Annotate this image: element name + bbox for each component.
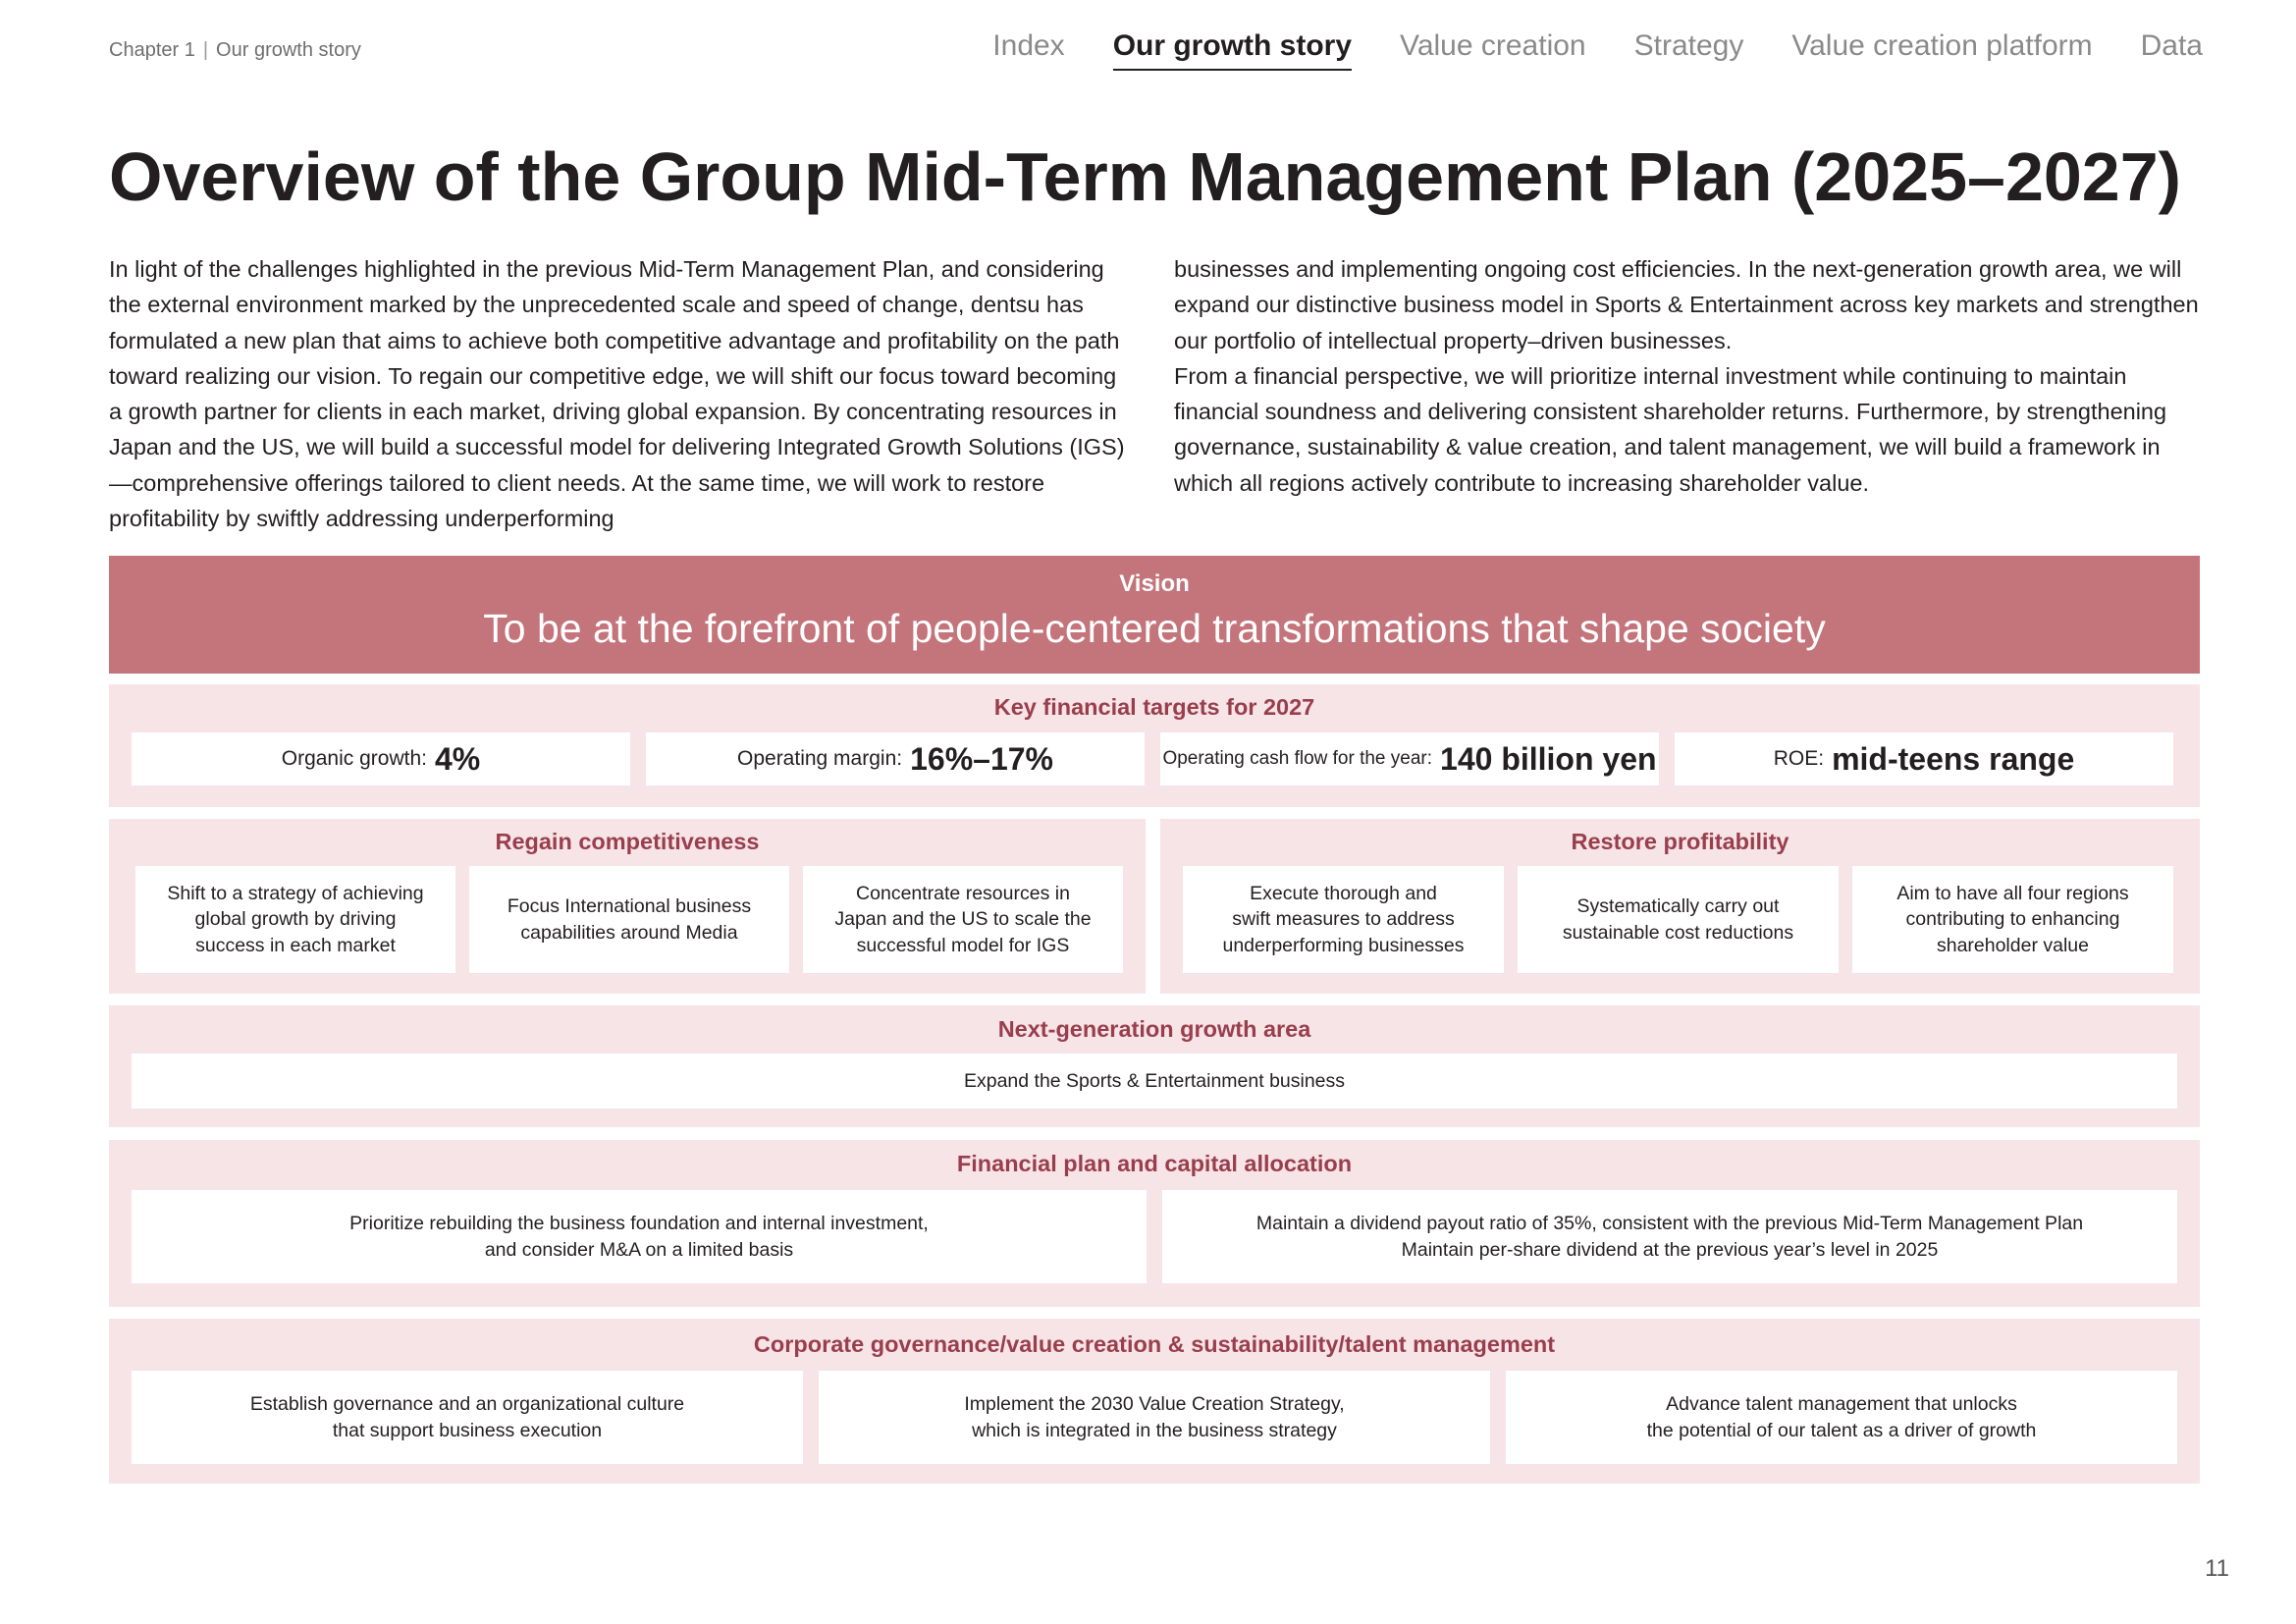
cell-line: that support business execution [332,1419,603,1441]
nav-strategy[interactable]: Strategy [1633,29,1744,62]
governance-item-2: Implement the 2030 Value Creation Strate… [819,1371,1490,1464]
chapter-label: Chapter 1 [109,39,195,61]
intro-paragraph-left: In light of the challenges highlighted i… [109,256,1125,532]
nav-our-growth-story[interactable]: Our growth story [1112,29,1353,71]
regain-competitiveness-panel: Regain competitiveness Shift to a strate… [109,819,1146,994]
target-label: Organic growth: [281,746,427,770]
financial-targets-title: Key financial targets for 2027 [993,694,1315,720]
cell-line: Focus International business [507,895,752,917]
vision-label: Vision [1119,570,1190,597]
restore-item-3: Aim to have all four regions contributing… [1852,866,2173,973]
next-generation-growth-panel: Next-generation growth area Expand the S… [109,1005,2200,1127]
cell-line: sustainable cost reductions [1562,921,1794,944]
restore-item-1: Execute thorough and swift measures to ad… [1183,866,1504,973]
financial-plan-title: Financial plan and capital allocation [956,1151,1353,1176]
target-operating-margin: Operating margin: 16%–17% [646,732,1145,785]
cell-line: swift measures to address [1232,908,1455,931]
page-title: Overview of the Group Mid-Term Managemen… [109,138,2181,215]
nav-value-creation-platform[interactable]: Value creation platform [1791,29,2093,62]
cell-line: Maintain per-share dividend at the previ… [1401,1238,1939,1261]
target-roe: ROE: mid-teens range [1675,732,2173,785]
intro-text: In light of the challenges highlighted i… [109,251,2200,536]
cell-line: Implement the 2030 Value Creation Strate… [964,1393,1345,1415]
governance-panel: Corporate governance/value creation & su… [109,1319,2200,1484]
cell-line: success in each market [195,934,396,956]
next-generation-growth-item: Expand the Sports & Entertainment busine… [132,1054,2177,1109]
vision-statement: To be at the forefront of people-centere… [483,606,1826,651]
target-value: 16%–17% [910,740,1053,777]
section-label: Our growth story [216,39,361,61]
regain-item-2: Focus International business capabilities… [469,866,789,973]
restore-profitability-title: Restore profitability [1571,829,1789,854]
target-label: ROE: [1773,746,1825,770]
target-label: Operating margin: [737,746,903,770]
cell-line: Maintain a dividend payout ratio of 35%,… [1255,1213,2084,1234]
intro-column-right: businesses and implementing ongoing cost… [1174,251,2200,536]
breadcrumb-separator: | [202,39,209,61]
cell-line: and consider M&A on a limited basis [484,1238,794,1261]
cell-line: successful model for IGS [856,934,1070,956]
cell-line: Advance talent management that unlocks [1666,1393,2017,1415]
cell-line: global growth by driving [194,908,397,931]
top-navigation: Index Our growth story Value creation St… [992,29,2203,71]
cell-line: which is integrated in the business stra… [972,1419,1337,1441]
cell-line: underperforming businesses [1222,934,1465,956]
chapter-breadcrumb: Chapter 1 | Our growth story [109,39,361,62]
cell-line: Systematically carry out [1576,895,1780,917]
financial-targets-panel: Key financial targets for 2027 Organic g… [109,684,2200,807]
nav-index[interactable]: Index [992,29,1065,62]
target-label: Operating cash flow for the year: [1162,747,1433,769]
regain-item-1: Shift to a strategy of achieving global g… [135,866,455,973]
regain-item-3: Concentrate resources in Japan and the US… [803,866,1123,973]
vision-banner: Vision To be at the forefront of people-… [109,556,2200,674]
target-operating-cash-flow: Operating cash flow for the year: 140 bil… [1160,732,1659,785]
intro-paragraph-right-1: businesses and implementing ongoing cost… [1174,256,2199,353]
cell-line: Establish governance and an organization… [249,1393,685,1415]
financial-plan-item-2: Maintain a dividend payout ratio of 35%,… [1162,1190,2177,1283]
nav-value-creation[interactable]: Value creation [1400,29,1586,62]
target-value: 4% [434,740,481,777]
cell-line: Aim to have all four regions [1896,882,2129,904]
intro-paragraph-right-2: From a financial perspective, we will pr… [1174,362,2167,496]
cell-line: Shift to a strategy of achieving [167,882,424,904]
regain-competitiveness-title: Regain competitiveness [495,829,760,854]
intro-column-left: In light of the challenges highlighted i… [109,251,1135,536]
target-value: mid-teens range [1832,740,2075,777]
target-organic-growth: Organic growth: 4% [132,732,630,785]
cell-line: Expand the Sports & Entertainment busine… [963,1069,1346,1092]
cell-line: Prioritize rebuilding the business found… [349,1213,929,1234]
cell-line: the potential of our talent as a driver … [1646,1419,2037,1441]
cell-line: capabilities around Media [520,921,738,944]
governance-item-3: Advance talent management that unlocks th… [1506,1371,2177,1464]
cell-line: contributing to enhancing [1905,908,2120,931]
restore-item-2: Systematically carry out sustainable cost… [1518,866,1839,973]
cell-line: Execute thorough and [1250,882,1437,904]
next-generation-growth-title: Next-generation growth area [997,1016,1311,1042]
governance-item-1: Establish governance and an organization… [132,1371,803,1464]
governance-title: Corporate governance/value creation & su… [753,1331,1556,1357]
financial-plan-item-1: Prioritize rebuilding the business found… [132,1190,1147,1283]
nav-data[interactable]: Data [2140,29,2203,62]
cell-line: shareholder value [1936,934,2089,956]
page-number: 11 [2205,1555,2229,1582]
restore-profitability-panel: Restore profitability Execute thorough a… [1160,819,2200,994]
cell-line: Japan and the US to scale the [834,908,1092,931]
cell-line: Concentrate resources in [856,882,1070,904]
target-value: 140 billion yen [1440,740,1657,777]
financial-plan-panel: Financial plan and capital allocation Pr… [109,1140,2200,1307]
